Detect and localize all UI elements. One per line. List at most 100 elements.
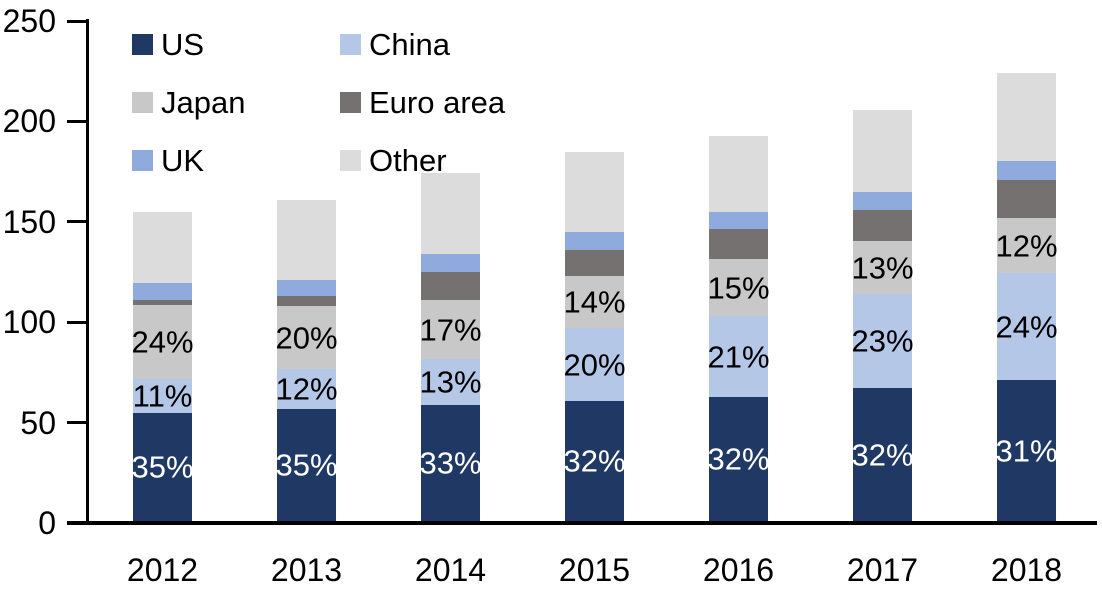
bar-segment-us: 32% [707,397,770,521]
bar-2012: 35% 11% 24% [131,212,194,521]
legend-swatch-japan [132,92,153,113]
bar-segment-uk [277,280,336,296]
legend-label-other: Other [369,143,447,178]
bar-segment-japan: 14% [563,276,626,328]
legend-label-euro-area: Euro area [369,85,506,120]
bar-segment-euro-area [709,229,768,259]
bar-segment-uk [133,283,192,300]
bar-segment-japan: 17% [419,300,482,359]
segment-percent-label: 12% [275,371,338,407]
bar-segment-other [277,200,336,280]
segment-percent-label: 23% [851,323,914,359]
segment-percent-label: 11% [132,378,193,414]
bar-segment-euro-area [277,296,336,306]
bar-2013: 35% 12% 20% [275,200,338,521]
y-axis-tick-label: 50 [20,404,56,441]
segment-percent-label: 35% [275,447,338,483]
x-axis-tick-label: 2015 [558,552,631,588]
bar-segment-japan: 20% [275,306,338,369]
legend: US China Japan Euro area UK Other [132,29,505,176]
segment-percent-label: 35% [131,449,194,485]
bar-segment-uk [997,161,1056,180]
legend-swatch-euro-area [340,92,361,113]
segment-percent-label: 12% [995,228,1058,263]
segment-percent-label: 15% [707,270,770,305]
bar-segment-us: 35% [131,413,194,521]
legend-swatch-china [340,34,361,55]
y-tick [67,320,87,324]
bar-2016: 32% 21% 15% [707,136,770,521]
bar-segment-us: 33% [419,405,482,521]
bar-segment-euro-area [997,180,1056,218]
segment-percent-label: 32% [563,443,626,479]
segment-percent-label: 24% [995,309,1058,344]
legend-label-uk: UK [161,143,205,178]
x-axis-tick-label: 2012 [126,552,199,588]
bar-segment-euro-area [565,250,624,276]
y-tick [67,220,87,224]
segment-percent-label: 32% [707,441,770,477]
bar-segment-other [853,110,912,192]
bar-segment-us: 32% [851,388,914,521]
bar-segment-us: 31% [995,380,1058,521]
bar-segment-us: 35% [275,409,338,521]
bar-2015: 32% 20% 14% [563,152,626,521]
segment-percent-label: 13% [419,364,482,400]
y-axis-tick-label: 100 [2,304,56,341]
y-axis-line [86,19,89,525]
y-axis-tick-label: 150 [2,203,56,240]
x-axis-tick-label: 2017 [846,552,919,588]
bar-segment-other [565,152,624,232]
legend-swatch-other [340,150,361,171]
bar-segment-china: 12% [275,369,338,409]
bar-segment-euro-area [853,210,912,241]
segment-percent-label: 20% [563,347,626,382]
segment-percent-label: 14% [563,284,626,320]
segment-percent-label: 32% [851,437,914,472]
legend-item-japan: Japan [132,87,340,118]
legend-swatch-us [132,34,153,55]
y-axis-tick-label: 200 [2,103,56,140]
bar-segment-china: 11% [133,379,192,413]
bar-segment-china: 13% [419,359,482,405]
bar-segment-japan: 13% [851,241,914,294]
bar-segment-other [421,173,480,254]
legend-item-us: US [132,29,340,60]
legend-item-euro-area: Euro area [340,87,505,118]
bar-segment-uk [565,232,624,250]
bar-segment-china: 24% [995,273,1058,380]
segment-percent-label: 17% [419,312,482,347]
bar-segment-uk [853,192,912,210]
bar-segment-china: 23% [851,294,914,388]
legend-item-other: Other [340,145,505,176]
bar-2018: 31% 24% 12% [995,73,1058,521]
x-axis-tick-label: 2014 [414,552,487,588]
segment-percent-label: 20% [275,320,338,355]
bar-segment-china: 20% [563,328,626,401]
legend-item-china: China [340,29,505,60]
bar-segment-other [133,212,192,283]
bar-2014: 33% 13% 17% [419,173,482,521]
bar-segment-us: 32% [563,401,626,521]
legend-item-uk: UK [132,145,340,176]
legend-swatch-uk [132,150,153,171]
segment-percent-label: 21% [707,339,770,374]
y-tick [67,421,87,425]
bar-segment-other [709,136,768,212]
bar-segment-japan: 12% [995,218,1058,273]
legend-label-us: US [161,27,205,62]
legend-label-china: China [369,27,450,62]
x-axis-line [67,521,1097,525]
y-tick [67,119,87,123]
legend-label-japan: Japan [161,85,246,120]
y-axis-tick-label: 250 [2,3,56,39]
x-axis-tick-label: 2018 [990,552,1063,588]
x-axis-tick-label: 2016 [702,552,775,588]
y-tick [67,19,87,23]
bar-segment-euro-area [133,300,192,305]
bar-2017: 32% 23% 13% [851,110,914,521]
bar-segment-china: 21% [707,316,770,397]
segment-percent-label: 33% [419,445,482,481]
bar-segment-uk [421,254,480,272]
